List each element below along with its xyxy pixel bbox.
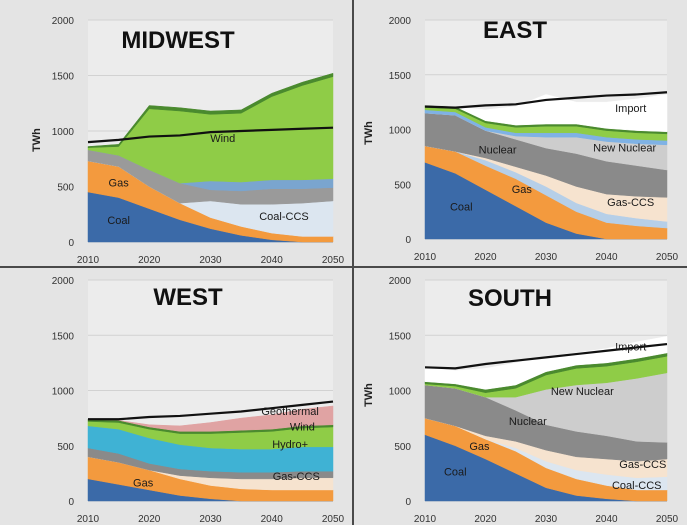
chart-title: MIDWEST (121, 27, 235, 54)
demand-line (424, 342, 668, 370)
y-tick-label: 1500 (52, 72, 75, 83)
series-label-gas-ccs: Gas-CCS (607, 197, 654, 209)
y-tick-label: 2000 (389, 16, 412, 27)
x-tick-label: 2010 (77, 514, 100, 525)
series-label-gas: Gas (133, 478, 154, 490)
x-tick-label: 2040 (595, 514, 618, 525)
y-tick-label: 1000 (389, 126, 412, 137)
series-label-coal: Coal (450, 202, 473, 214)
x-tick-label: 2050 (322, 514, 345, 525)
x-tick-label: 2010 (414, 514, 437, 525)
series-label-hydro: Hydro+ (272, 439, 308, 451)
x-tick-label: 2030 (535, 252, 558, 263)
series-label-import: Import (615, 342, 646, 354)
area-import (424, 94, 668, 132)
series-label-gas: Gas (109, 178, 130, 190)
y-tick-label: 500 (57, 442, 74, 453)
series-label-gas-ccs: Gas-CCS (619, 459, 666, 471)
y-tick-label: 2000 (389, 276, 412, 287)
y-axis-label: TWh (31, 128, 43, 152)
chart-midwest: 0 500 1000 1500 2000 2010 2020 2030 2040 2050 TWh M… (31, 16, 345, 266)
x-tick-label: 2030 (199, 255, 222, 266)
series-label-gas-ccs: Gas-CCS (273, 471, 320, 483)
y-tick-label: 1000 (52, 387, 75, 398)
series-label-coal: Coal (107, 215, 130, 227)
x-tick-label: 2010 (414, 252, 437, 263)
y-tick-label: 0 (68, 497, 74, 508)
demand-line (88, 400, 334, 421)
series-label-wind: Wind (290, 421, 315, 433)
x-tick-label: 2040 (595, 252, 618, 263)
y-tick-label: 500 (394, 180, 411, 191)
series-label-import: Import (615, 103, 646, 115)
x-tick-label: 2030 (199, 514, 222, 525)
x-tick-label: 2050 (656, 252, 679, 263)
series-label-coal-ccs: Coal-CCS (259, 211, 309, 223)
area-geothermal (87, 405, 334, 432)
y-tick-label: 1500 (52, 331, 75, 342)
y-axis-label: TWh (363, 383, 375, 407)
y-tick-label: 0 (405, 497, 411, 508)
x-tick-label: 2020 (138, 514, 161, 525)
x-tick-label: 2030 (535, 514, 558, 525)
area-series-6 (87, 72, 334, 148)
x-tick-label: 2050 (656, 514, 679, 525)
x-tick-label: 2020 (474, 252, 497, 263)
y-tick-label: 1500 (389, 71, 412, 82)
series-label-new-nuclear: New Nuclear (593, 142, 656, 154)
y-tick-label: 1500 (389, 331, 412, 342)
demand-line (87, 126, 334, 144)
demand-line (424, 91, 668, 109)
y-tick-label: 2000 (52, 16, 75, 27)
chart-title: WEST (153, 284, 223, 311)
chart-title: SOUTH (468, 285, 552, 312)
series-label-wind: Wind (210, 133, 235, 145)
series-label-coal: Coal (444, 467, 467, 479)
y-tick-label: 500 (57, 183, 74, 194)
x-tick-label: 2020 (474, 514, 497, 525)
y-tick-label: 0 (405, 235, 411, 246)
chart-east: 0 500 1000 1500 2000 2010 2020 2030 2040 2050 TWh E… (363, 16, 679, 263)
y-axis-label: TWh (363, 121, 375, 145)
series-label-coal-ccs: Coal-CCS (612, 480, 662, 492)
chart-title: EAST (483, 17, 547, 44)
x-tick-label: 2010 (77, 255, 100, 266)
chart-south: 0 500 1000 1500 2000 2010 2020 2030 2040 2050 TWh S… (363, 276, 679, 525)
y-tick-label: 0 (68, 238, 74, 249)
series-label-geothermal: Geothermal (261, 406, 318, 418)
y-tick-label: 1000 (389, 387, 412, 398)
series-label-nuclear: Nuclear (479, 145, 517, 157)
y-tick-label: 2000 (52, 276, 75, 287)
x-tick-label: 2020 (138, 255, 161, 266)
series-label-nuclear: Nuclear (509, 416, 547, 428)
x-tick-label: 2050 (322, 255, 345, 266)
x-tick-label: 2040 (261, 514, 284, 525)
y-tick-label: 1000 (52, 127, 75, 138)
series-label-gas: Gas (512, 184, 533, 196)
x-tick-label: 2040 (261, 255, 284, 266)
chart-west: 0 500 1000 1500 2000 2010 2020 2030 2040 2050 WEST… (52, 276, 345, 525)
series-label-gas: Gas (469, 441, 490, 453)
y-tick-label: 500 (394, 442, 411, 453)
series-label-new-nuclear: New Nuclear (551, 386, 614, 398)
